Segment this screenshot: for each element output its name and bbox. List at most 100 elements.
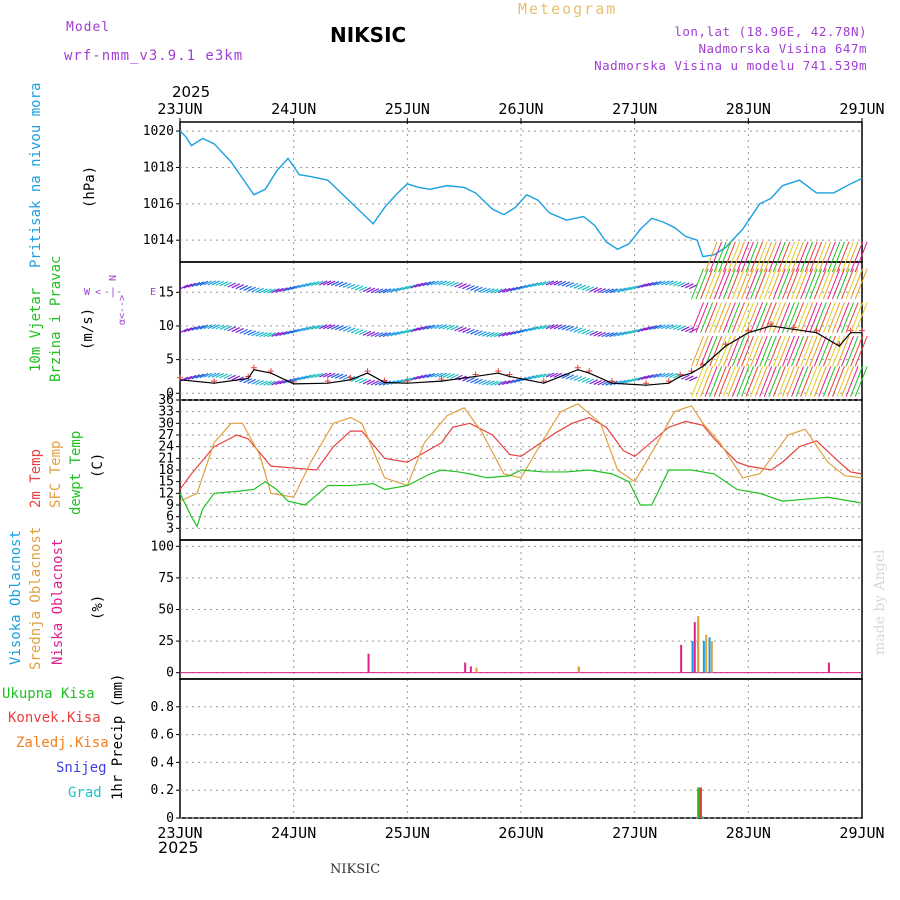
pressure-line [179,130,863,258]
wind-barb [629,285,638,291]
wind-barb [657,280,666,286]
wind-hatch [777,268,791,300]
wind-barb [299,283,308,289]
wind-barb [589,379,599,385]
wind-barb [338,325,348,331]
wind-barb [291,284,300,290]
wind-barb [247,286,256,292]
wind-barb [263,380,272,386]
wind-barb [414,282,423,288]
wind-barb [585,378,595,384]
wind-barb [318,280,328,286]
wind-barb [653,373,662,379]
wind-barb [334,325,344,331]
wind-barb [330,280,340,286]
wind-barb [223,325,233,331]
wind-barb [227,282,237,288]
wind-hatch [768,335,782,367]
wind-barb [207,324,217,330]
altitude-label: Nadmorska Visina 647m [698,41,867,56]
wind-barb [585,330,595,336]
wind-barb [279,330,288,337]
wind-barb [402,285,412,291]
wind-hatch [722,302,736,333]
wind-hatch [841,268,855,300]
wind-barb [688,376,698,382]
cloud-bar [697,615,700,673]
wind-hatch [704,241,718,273]
wind-hatch [718,366,732,397]
wind-hatch [781,241,795,273]
wind-barb [307,325,316,331]
wind-hatch [818,366,832,397]
wind-barb [263,288,272,294]
wind-barb [673,281,682,287]
wind-hatch [754,335,768,367]
coords-label: lon,lat (18.96E, 42.78N) [674,24,867,39]
wind-barb [203,372,213,378]
wind-barb [677,281,686,287]
wind-barb [561,325,571,331]
wind-speed-line [179,325,862,386]
wind-barb [231,375,240,381]
wind-barb [533,281,543,287]
wind-barb [418,325,427,331]
x-tick-bottom-label: 24JUN [271,824,316,842]
wind-hatch [741,241,754,273]
wind-barb [271,380,280,386]
wind-barb [529,374,539,380]
wind-hatch [850,335,864,367]
wind-barb [573,283,583,289]
wind-hatch [754,302,768,333]
wind-barb [517,284,527,290]
wind-barb [350,284,360,290]
wind-barb [219,373,229,379]
wind-barb [207,372,217,378]
wind-hatch [781,366,795,397]
wind-hatch [791,335,804,367]
wind-hatch [741,302,754,333]
wind-hatch [695,268,709,300]
wind-barb [688,284,698,290]
wind-hatch [854,335,868,367]
wind-barb [649,281,658,287]
wind-barb [641,374,650,380]
wind-hatch [845,335,859,367]
y-tick-label: 15 [158,285,174,300]
wind-barb [454,326,463,332]
cloud-bar [464,662,467,673]
wind-barb [513,329,523,335]
legend-snow: Snijeg [56,760,107,776]
wind-hatch [731,268,745,300]
y-tick-label: 1016 [143,197,174,212]
x-tick-top-label: 23JUN [157,100,202,118]
wind-barb [601,288,610,294]
wind-hatch [772,302,786,333]
wind-hatch [691,335,704,367]
wind-barb [585,286,595,292]
wind-barb [505,379,515,385]
wind-hatch [854,366,868,397]
wind-barb [529,326,539,332]
wind-hatch [736,335,750,367]
wind-barb [589,287,599,293]
wind-barb [203,280,213,286]
wind-barb [438,372,447,378]
wind-barb [199,280,209,286]
wind-barb [533,373,543,379]
wind-hatch [850,302,864,333]
wind-barb [227,326,237,332]
wind-barb [482,287,491,293]
wind-barb [557,280,567,286]
wind-barb [474,330,483,336]
wind-barb [374,288,384,294]
wind-hatch [850,268,864,300]
wind-barb [303,282,312,288]
wind-hatch [841,366,855,397]
wind-hatch [736,302,750,333]
y-tick-label: 9 [166,498,174,513]
wind-hatch [691,366,704,397]
wind-barb [374,380,384,386]
x-tick-top-label: 27JUN [612,100,657,118]
cloud-bar [475,667,478,673]
